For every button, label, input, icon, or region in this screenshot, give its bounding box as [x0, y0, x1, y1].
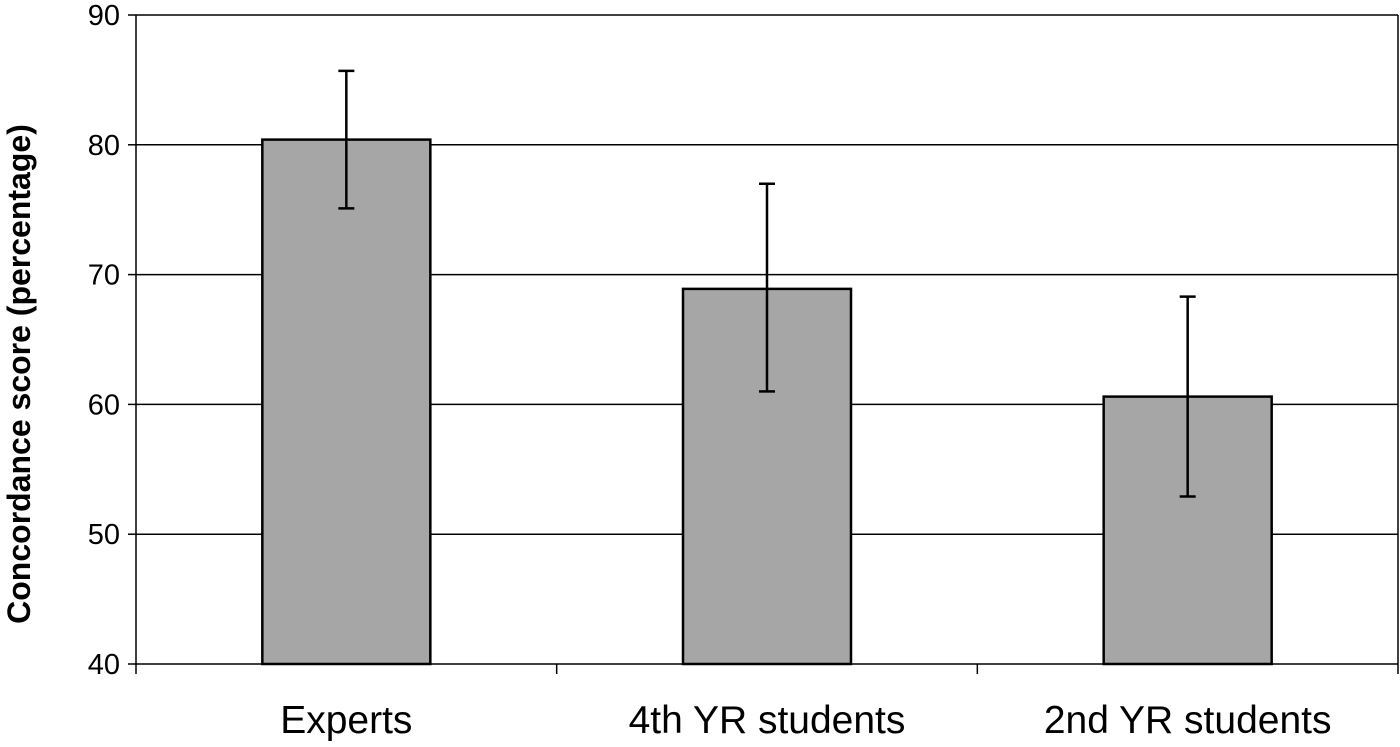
- x-category-label: Experts: [280, 699, 412, 742]
- bar-1: [261, 138, 432, 666]
- y-tick-label: 90: [88, 0, 120, 32]
- y-tick-labels: 40 50 60 70 80 90: [88, 0, 120, 681]
- y-tick-label: 60: [88, 389, 120, 421]
- y-axis-label: Concordance score (percentage): [1, 124, 37, 624]
- y-tick-label: 50: [88, 519, 120, 551]
- y-tick-label: 80: [88, 130, 120, 162]
- x-category-labels: Experts 4th YR students 2nd YR students: [280, 699, 1331, 742]
- bars: [261, 138, 1273, 666]
- y-tick-label: 70: [88, 260, 120, 292]
- x-category-label: 4th YR students: [629, 699, 906, 742]
- x-category-label: 2nd YR students: [1044, 699, 1332, 742]
- axes: [128, 14, 1399, 674]
- y-tick-label: 40: [88, 649, 120, 681]
- error-bars: [338, 69, 1196, 498]
